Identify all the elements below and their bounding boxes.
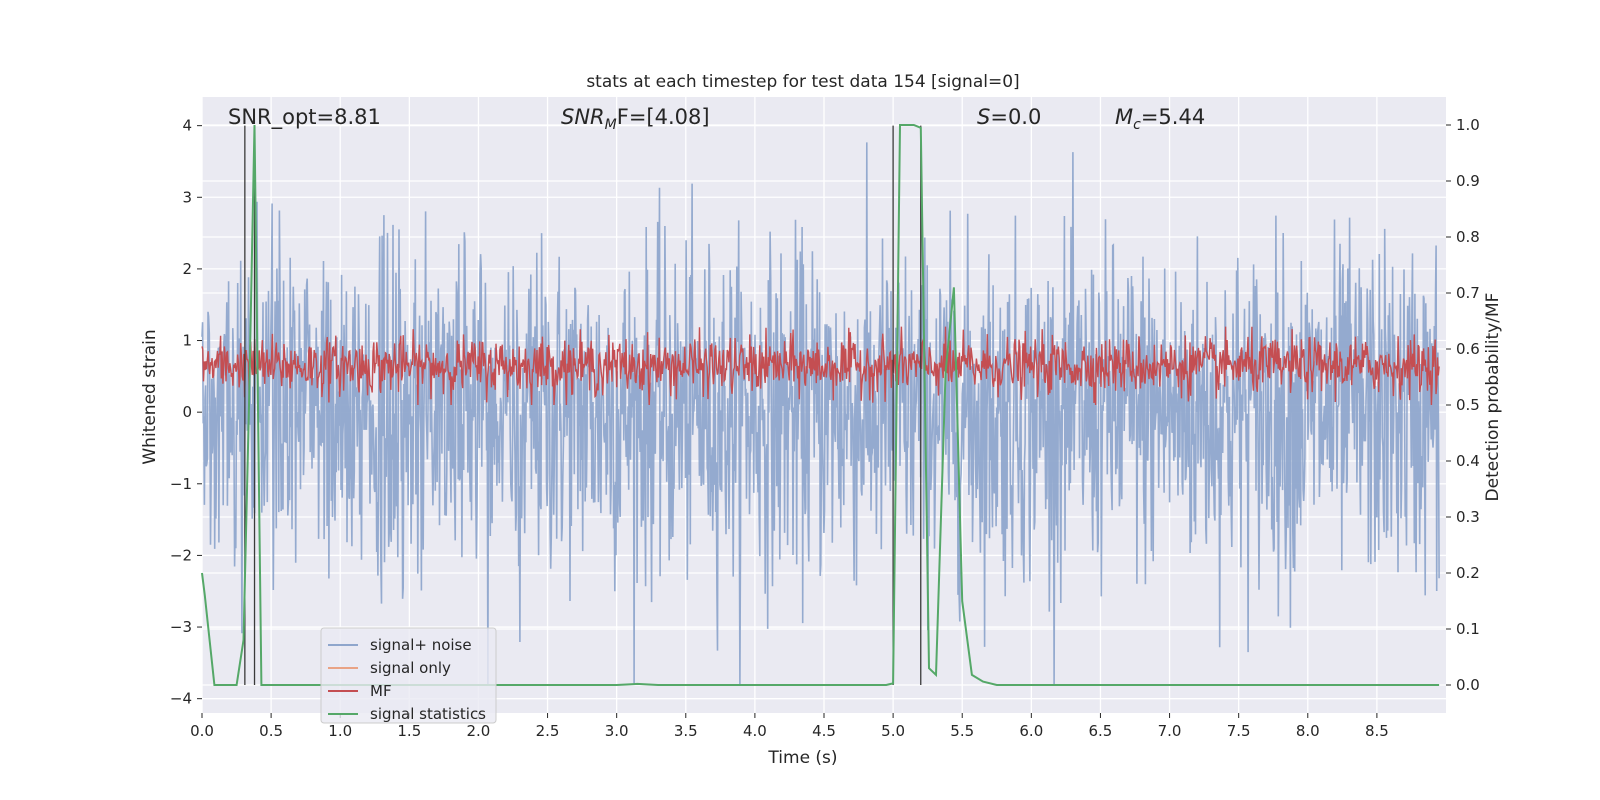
- mf-line: [201, 326, 1440, 406]
- y-right-tick-label: 0.7: [1456, 284, 1480, 302]
- y-right-tick-label: 0.1: [1456, 620, 1480, 638]
- y-right-tick-label: 0.0: [1456, 676, 1480, 694]
- y-left-tick-label: −1: [170, 475, 192, 493]
- snr-opt-annotation: SNR_opt=8.81: [228, 105, 381, 130]
- y-left-tick-label: 3: [182, 188, 192, 206]
- signal-noise-series: [201, 142, 1440, 685]
- x-tick-label: 3.5: [674, 722, 698, 740]
- s-var: S: [977, 105, 990, 129]
- x-tick-label: 8.5: [1365, 722, 1389, 740]
- chart-title: stats at each timestep for test data 154…: [586, 72, 1019, 92]
- x-axis-ticks: 0.0 0.5 1.0 1.5 2.0 2.5 3.0 3.5 4.0 4.5 5.0 5.5 6.0 6…: [190, 713, 1389, 740]
- mf-series: [201, 326, 1440, 406]
- y-left-tick-label: −3: [170, 618, 192, 636]
- s-annotation: S=0.0: [977, 105, 1041, 129]
- x-tick-label: 7.0: [1158, 722, 1182, 740]
- x-tick-label: 0.5: [259, 722, 283, 740]
- x-tick-label: 4.5: [812, 722, 836, 740]
- y-right-axis-label: Detection probability/MF: [1483, 293, 1503, 502]
- signal-noise-line: [201, 142, 1440, 685]
- y-right-tick-label: 0.4: [1456, 452, 1480, 470]
- y-left-tick-label: 0: [182, 403, 192, 421]
- x-tick-label: 6.5: [1089, 722, 1113, 740]
- y-right-tick-label: 0.3: [1456, 508, 1480, 526]
- mc-sub: c: [1133, 117, 1141, 133]
- y-right-axis-ticks: 1.0 0.9 0.8 0.7 0.6 0.5 0.4 0.3 0.2 0.1 0.0: [1446, 116, 1480, 694]
- y-left-tick-label: −2: [170, 546, 192, 564]
- snr-mf-annotation: SNRMF=[4.08]: [561, 105, 710, 133]
- snr-mf-sub: M: [605, 117, 617, 133]
- y-left-tick-label: −4: [170, 690, 192, 708]
- x-tick-label: 0.0: [190, 722, 214, 740]
- x-tick-label: 3.0: [605, 722, 629, 740]
- legend-entries: signal+ noise signal only MF signal statist…: [328, 636, 486, 723]
- snr-mf-base: SNR: [561, 105, 605, 129]
- x-tick-label: 4.0: [743, 722, 767, 740]
- y-right-tick-label: 0.5: [1456, 396, 1480, 414]
- y-right-tick-label: 0.2: [1456, 564, 1480, 582]
- y-left-tick-label: 2: [182, 260, 192, 278]
- y-left-tick-label: 4: [182, 117, 192, 135]
- x-tick-label: 1.0: [328, 722, 352, 740]
- x-tick-label: 2.5: [536, 722, 560, 740]
- mc-base: M: [1115, 105, 1133, 129]
- signal-statistics-line: [201, 124, 1440, 686]
- y-left-axis-label: Whitened strain: [140, 329, 160, 464]
- x-tick-label: 5.0: [881, 722, 905, 740]
- x-tick-label: 6.0: [1019, 722, 1043, 740]
- x-tick-label: 7.5: [1227, 722, 1251, 740]
- x-tick-label: 5.5: [950, 722, 974, 740]
- y-right-tick-label: 0.6: [1456, 340, 1480, 358]
- mc-rest: =5.44: [1141, 105, 1205, 129]
- y-right-tick-label: 0.9: [1456, 172, 1480, 190]
- s-rest: =0.0: [990, 105, 1041, 129]
- y-right-tick-label: 0.8: [1456, 228, 1480, 246]
- legend-label: signal statistics: [370, 705, 486, 723]
- x-axis-label: Time (s): [767, 748, 837, 768]
- legend-label: signal+ noise: [370, 636, 472, 654]
- y-left-tick-label: 1: [182, 332, 192, 350]
- x-tick-label: 8.0: [1296, 722, 1320, 740]
- signal-statistics-series: [201, 124, 1440, 686]
- mc-annotation: Mc=5.44: [1115, 105, 1205, 133]
- y-left-axis-ticks: 4 3 2 1 0 −1 −2 −3 −4: [170, 117, 202, 708]
- legend-label: signal only: [370, 659, 451, 677]
- snr-mf-rest: F=[4.08]: [617, 105, 710, 129]
- y-right-tick-label: 1.0: [1456, 116, 1480, 134]
- x-tick-label: 1.5: [397, 722, 421, 740]
- x-tick-label: 2.0: [467, 722, 491, 740]
- legend-box: [320, 627, 497, 724]
- legend-label: MF: [370, 682, 392, 700]
- legend: signal+ noise signal only MF signal statist…: [320, 627, 497, 724]
